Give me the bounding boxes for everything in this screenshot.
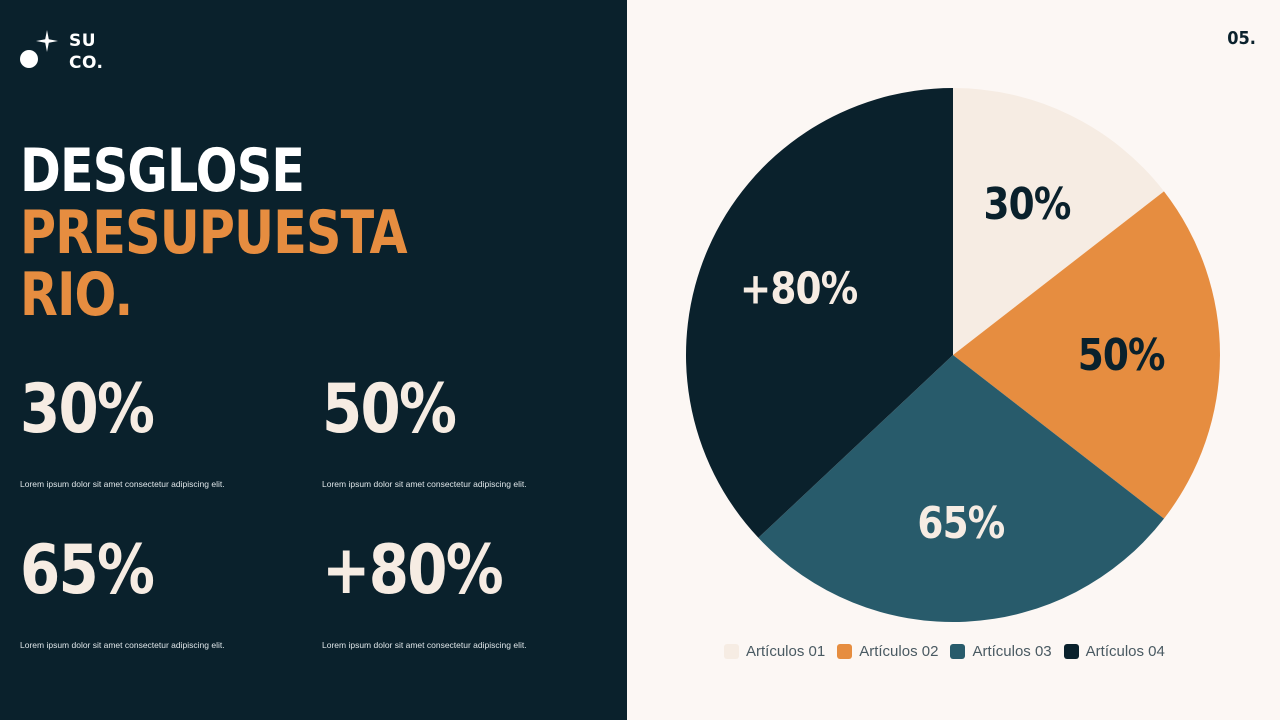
page-number: 05. <box>1227 28 1256 49</box>
stat-description: Lorem ipsum dolor sit amet consectetur a… <box>20 479 225 489</box>
legend-label: Artículos 01 <box>746 642 826 660</box>
stat-value: 50% <box>322 370 457 449</box>
legend-item-3: Artículos 03 <box>950 642 1052 660</box>
pie-slice-1 <box>953 88 1164 355</box>
title-part-1: DESGLOSE <box>20 136 305 206</box>
legend-item-4: Artículos 04 <box>1063 642 1165 660</box>
pie-slice-label-3: 65% <box>917 497 1004 549</box>
stat-value: 65% <box>20 531 155 610</box>
legend-swatch <box>950 643 966 659</box>
pie-slice-3 <box>758 355 1164 622</box>
stat-block-4: +80% Lorem ipsum dolor sit amet consecte… <box>322 535 612 651</box>
pie-slice-4 <box>686 88 953 538</box>
brand-line-1: SU <box>69 31 97 51</box>
pie-slice-label-2: 50% <box>1078 329 1165 381</box>
stat-description: Lorem ipsum dolor sit amet consectetur a… <box>322 640 527 650</box>
stat-value: +80% <box>322 531 504 610</box>
stat-value: 30% <box>20 370 155 449</box>
legend-swatch <box>1063 643 1079 659</box>
brand-name: SU CO. <box>69 30 104 74</box>
brand-line-2: CO. <box>69 53 104 73</box>
stat-block-2: 50% Lorem ipsum dolor sit amet consectet… <box>322 374 612 490</box>
legend-label: Artículos 03 <box>972 642 1052 660</box>
legend-item-2: Artículos 02 <box>837 643 938 660</box>
title-part-2: PRESUPUESTA <box>20 198 408 268</box>
logo-mark-icon <box>20 30 58 68</box>
pie-chart: 30% 50% 65% +80% <box>686 88 1220 622</box>
title-part-3: RIO. <box>20 260 133 330</box>
stat-block-3: 65% Lorem ipsum dolor sit amet consectet… <box>20 535 310 651</box>
legend-item-1: Artículos 01 <box>724 643 825 660</box>
page-title: DESGLOSE PRESUPUESTA RIO. <box>20 140 528 326</box>
chart-legend: Artículos 01 Artículos 02 Artículos 03 Artí… <box>724 639 1177 663</box>
pie-slice-2 <box>953 191 1220 519</box>
stat-description: Lorem ipsum dolor sit amet consectetur a… <box>322 479 527 489</box>
left-panel: SU CO. DESGLOSE PRESUPUESTA RIO. 30% Lore… <box>0 0 627 720</box>
brand-logo: SU CO. <box>20 30 110 74</box>
stat-description: Lorem ipsum dolor sit amet consectetur a… <box>20 640 225 650</box>
legend-swatch <box>837 643 853 659</box>
stat-block-1: 30% Lorem ipsum dolor sit amet consectet… <box>20 374 310 490</box>
pie-slice-label-4: +80% <box>740 262 857 314</box>
pie-slice-label-1: 30% <box>984 178 1071 230</box>
legend-label: Artículos 04 <box>1085 642 1165 660</box>
legend-label: Artículos 02 <box>859 642 939 660</box>
legend-swatch <box>724 643 739 659</box>
